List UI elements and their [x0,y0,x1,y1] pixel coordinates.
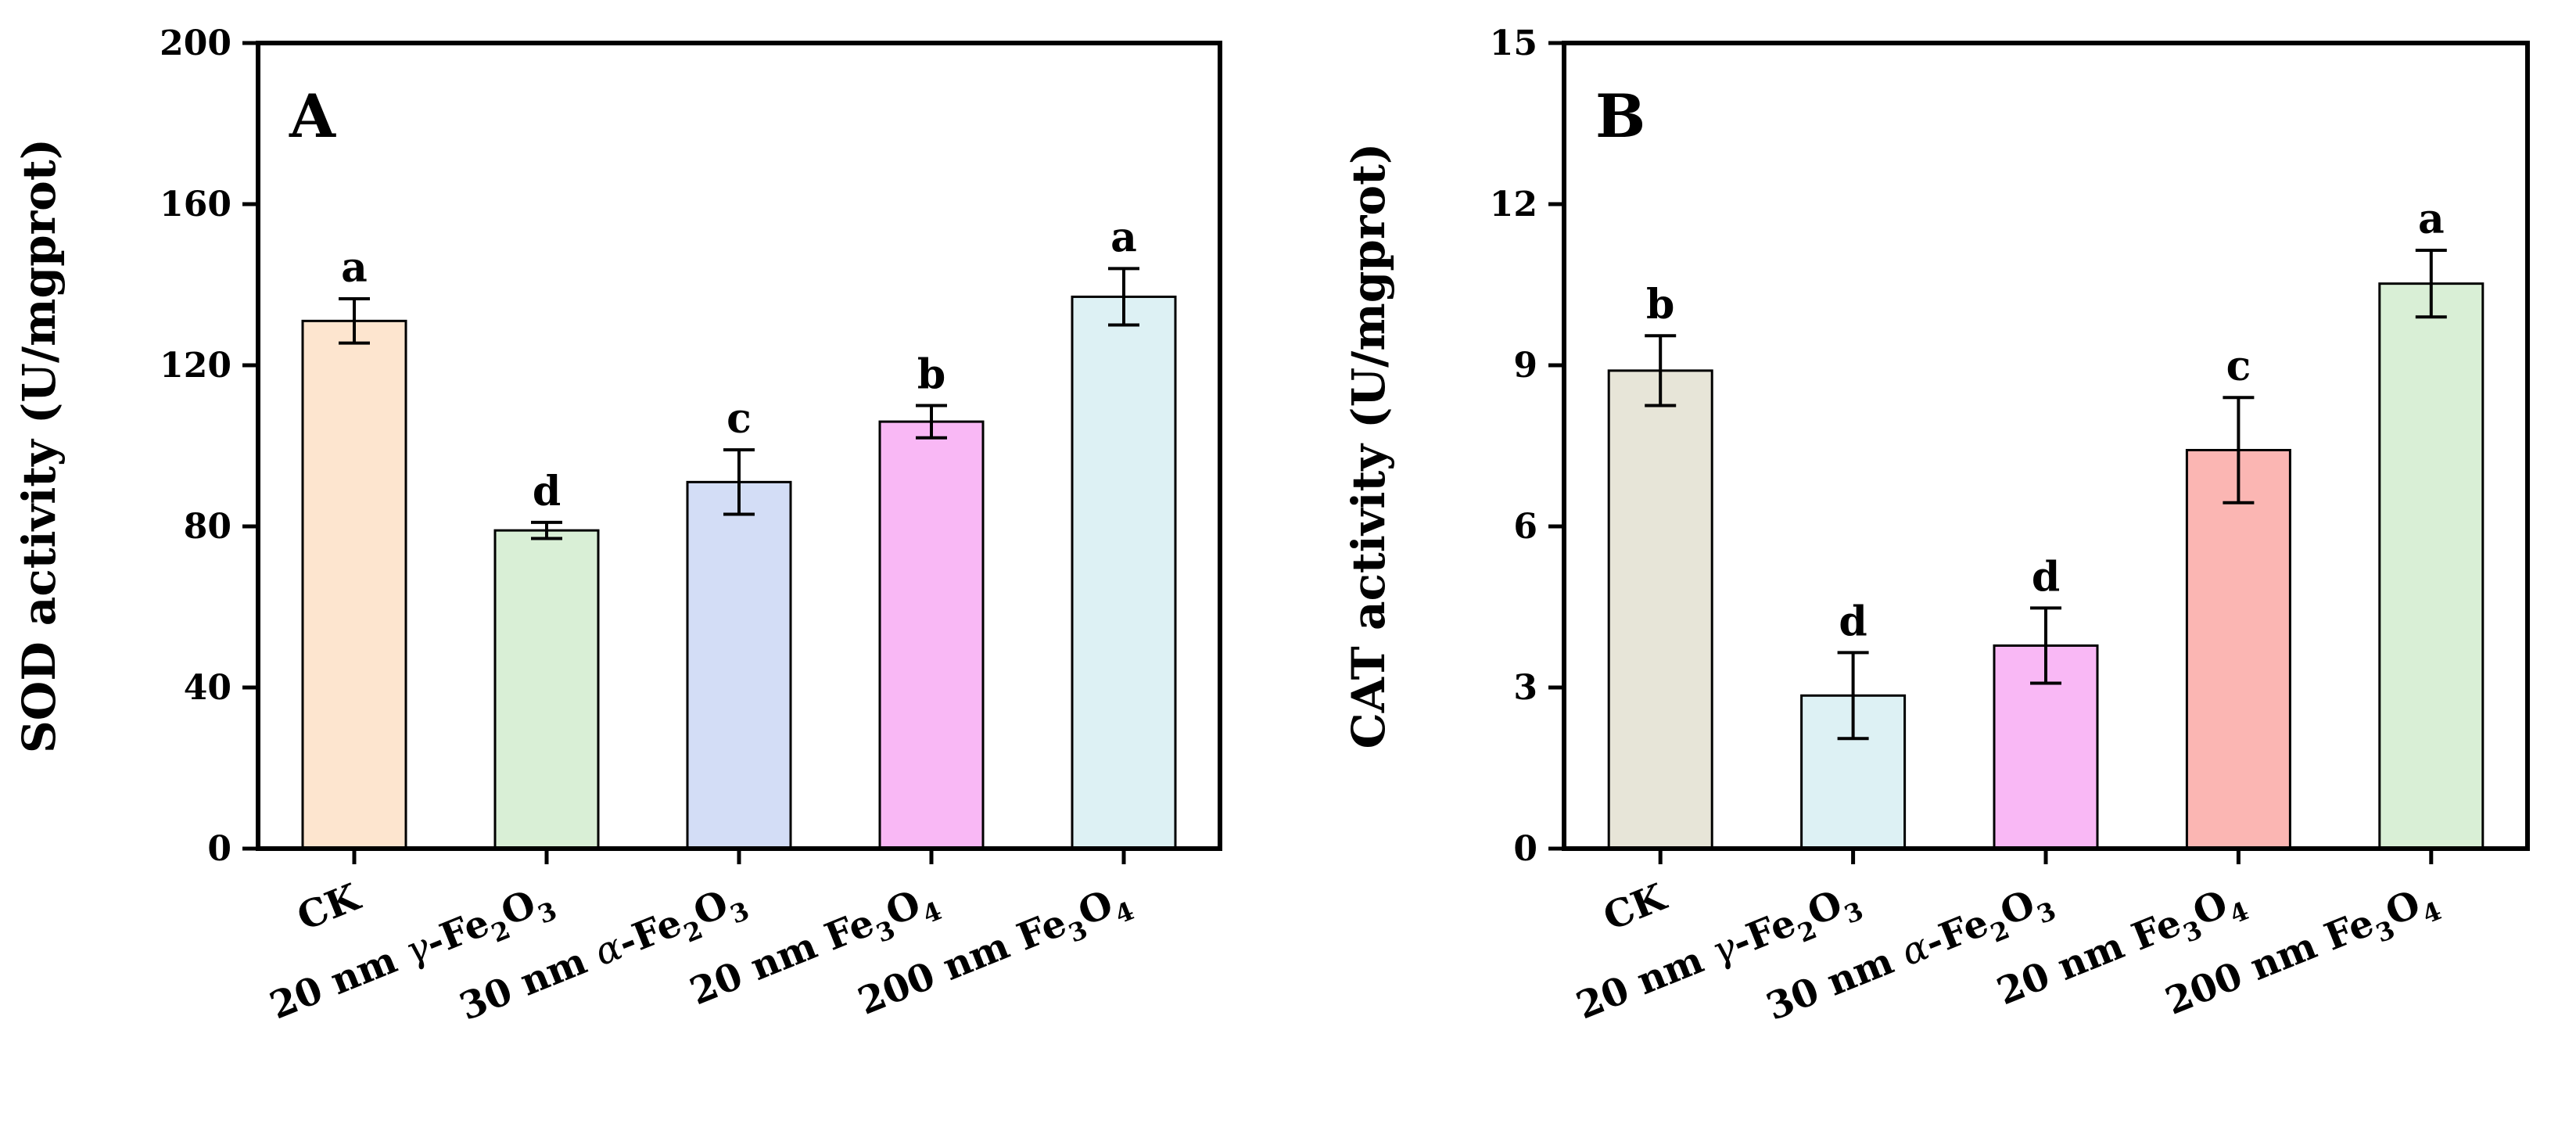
error-bar-3 [2223,396,2255,504]
y-tick-label-0: 0 [207,829,231,869]
bar-4 [2378,282,2485,850]
y-tick-label-0: 0 [1513,829,1537,869]
bar-0 [1607,369,1713,850]
significance-label-1: d [533,468,561,515]
significance-label-4: a [2418,196,2445,243]
error-bar-2 [2030,606,2061,685]
y-tick-label-5: 15 [1490,23,1537,63]
y-tick-label-2: 80 [184,507,231,547]
y-tick-label-2: 6 [1513,507,1537,547]
significance-label-0: b [1646,281,1674,328]
error-bar-1 [1837,651,1869,741]
y-axis-label: CAT activity (U/mgprot) [1342,143,1395,749]
y-axis-label: SOD activity (U/mgprot) [13,138,66,753]
error-bar-0 [1645,334,1677,407]
panel-a: a d c b a 0 40 80 120 160 200 A SOD activity (U/mgpr… [13,23,1222,1029]
error-bar-4 [1108,267,1139,327]
error-bar-1 [531,520,562,540]
bar-0 [301,319,407,850]
category-label-0: CK [291,874,367,939]
bar-4 [1071,295,1177,850]
y-tick-label-3: 9 [1513,346,1537,386]
y-tick-label-1: 40 [184,668,231,708]
significance-label-0: a [341,244,368,292]
error-bar-3 [916,404,947,440]
significance-label-1: d [1839,598,1867,645]
y-tick-label-4: 12 [1490,185,1537,224]
y-tick-label-5: 200 [160,23,231,63]
error-bar-4 [2415,249,2447,319]
axis-frame [256,41,1222,851]
significance-label-4: a [1110,214,1137,261]
error-bar-0 [339,297,370,345]
axis-frame [1562,41,2530,851]
bar-1 [493,529,600,850]
significance-label-3: b [917,351,945,399]
significance-label-2: c [727,395,752,443]
y-tick-label-3: 120 [160,346,231,386]
significance-label-2: d [2032,553,2060,601]
bar-3 [2185,448,2291,850]
category-label-0: CK [1598,874,1674,939]
panel-label: A [289,81,336,151]
bar-3 [878,420,985,850]
error-bar-2 [723,448,755,516]
y-tick-label-4: 160 [160,185,231,224]
y-tick-label-1: 3 [1513,668,1537,708]
significance-label-3: c [2226,343,2251,390]
bar-2 [686,480,792,850]
panel-label: B [1595,81,1645,151]
